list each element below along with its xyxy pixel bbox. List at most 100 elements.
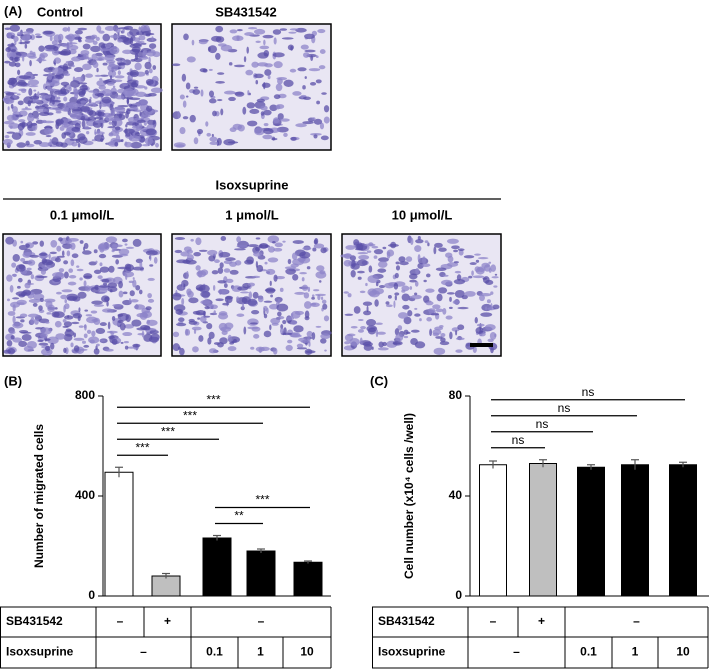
- cell: [172, 292, 182, 301]
- cell: [118, 248, 130, 256]
- cell: [7, 79, 15, 85]
- cell: [45, 321, 50, 324]
- cell: [40, 269, 47, 275]
- table-cell: –: [258, 614, 265, 628]
- cell: [446, 238, 459, 244]
- cell: [222, 302, 230, 306]
- cell: [193, 137, 199, 145]
- cell: [290, 320, 298, 325]
- micrograph: [2, 233, 162, 357]
- cell: [394, 295, 397, 301]
- cell: [69, 111, 82, 120]
- cell: [378, 257, 389, 263]
- cell: [94, 120, 106, 124]
- cell: [304, 76, 307, 79]
- cell: [132, 343, 141, 348]
- cell: [175, 308, 184, 315]
- cell: [417, 236, 421, 241]
- cell: [469, 262, 477, 265]
- table-cell: 10: [300, 645, 314, 659]
- cell: [63, 132, 71, 136]
- cell: [94, 74, 102, 77]
- cell: [359, 290, 366, 294]
- cell: [209, 136, 218, 142]
- cell: [79, 277, 83, 281]
- cell: [151, 36, 154, 41]
- cell: [137, 119, 146, 124]
- cell: [279, 327, 284, 335]
- cell: [257, 295, 264, 303]
- cell: [477, 257, 489, 260]
- cell: [209, 98, 217, 104]
- cell: [243, 326, 247, 335]
- cell: [410, 237, 414, 246]
- cell: [474, 253, 481, 256]
- cell: [64, 298, 68, 304]
- cell: [475, 327, 484, 335]
- cell: [216, 99, 223, 102]
- cell: [350, 325, 358, 329]
- cell: [57, 102, 66, 109]
- cell: [155, 142, 159, 148]
- cell: [252, 275, 261, 279]
- cell: [105, 236, 118, 244]
- cell: [323, 105, 330, 113]
- cell: [181, 73, 187, 82]
- cell: [206, 132, 212, 137]
- cell: [405, 256, 413, 262]
- cell: [319, 122, 325, 130]
- cell: [6, 274, 13, 282]
- cell: [132, 277, 135, 280]
- cell: [38, 342, 49, 346]
- cell: [58, 268, 65, 273]
- cell: [229, 261, 237, 267]
- cell: [141, 31, 152, 36]
- cell: [89, 339, 95, 344]
- cell: [423, 295, 430, 304]
- cell: [130, 141, 142, 149]
- cell: [228, 62, 233, 66]
- cell: [172, 343, 181, 351]
- cell: [217, 280, 227, 284]
- row-label: SB431542: [6, 614, 63, 628]
- significance-label: ***: [206, 392, 220, 406]
- image-label: Control: [37, 4, 83, 19]
- cell: [148, 68, 153, 74]
- cell: [273, 274, 278, 282]
- cell: [76, 265, 80, 268]
- cell: [34, 33, 41, 36]
- cell: [269, 280, 272, 286]
- cell: [393, 282, 399, 290]
- cell: [39, 297, 44, 302]
- cell: [115, 259, 119, 265]
- cell: [432, 332, 440, 337]
- cell: [205, 121, 209, 127]
- cell: [272, 347, 278, 355]
- cell: [50, 342, 55, 350]
- cell: [286, 316, 295, 321]
- cell: [267, 257, 279, 263]
- cell: [403, 329, 409, 335]
- cell: [277, 316, 285, 320]
- cell: [122, 28, 125, 34]
- cell: [457, 248, 465, 252]
- cell: [73, 337, 85, 341]
- group-label: Isoxsuprine: [216, 177, 289, 192]
- cell: [67, 315, 70, 318]
- cell: [125, 110, 129, 119]
- cell: [146, 37, 157, 43]
- cell: [90, 45, 101, 53]
- cell: [73, 87, 78, 94]
- cell: [61, 122, 71, 128]
- cell: [80, 75, 83, 82]
- cell: [36, 108, 47, 113]
- cell: [358, 254, 370, 260]
- cell: [323, 116, 330, 124]
- y-axis-label: Cell number (x10⁴ cells /well): [402, 413, 416, 579]
- significance-label: ns: [582, 385, 595, 399]
- cell: [410, 337, 418, 346]
- cell: [268, 246, 275, 253]
- cell: [7, 348, 16, 355]
- cell: [89, 96, 92, 100]
- cell: [49, 35, 53, 42]
